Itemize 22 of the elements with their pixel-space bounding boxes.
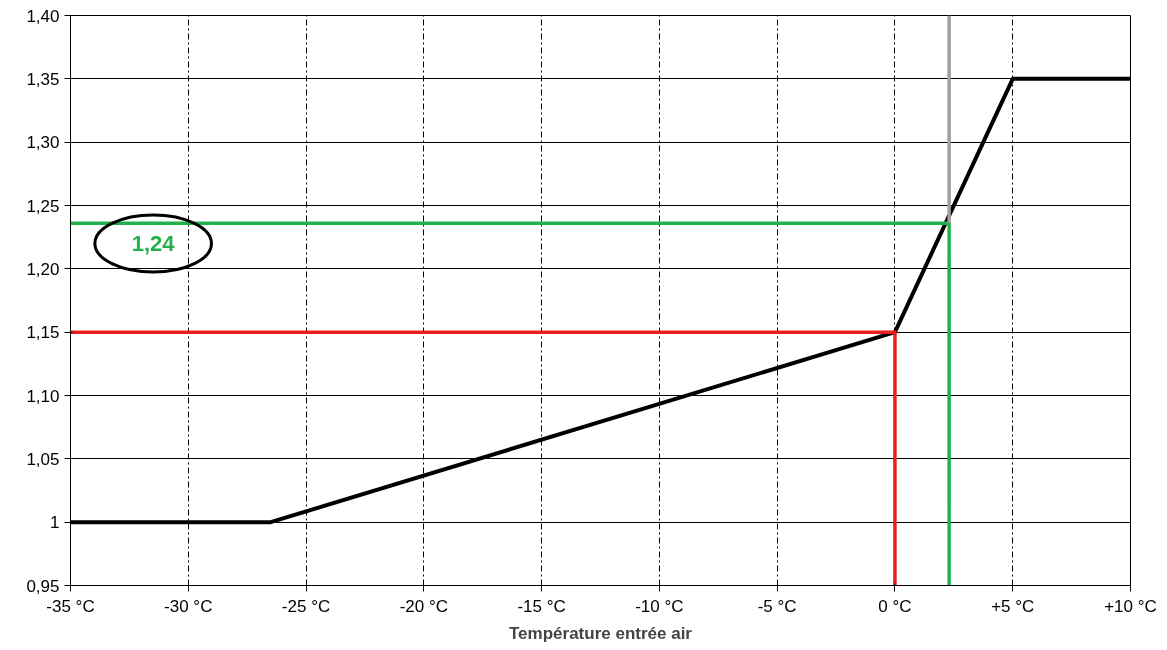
y-tick-label: 1,10: [26, 386, 60, 406]
y-tick-label: 1,30: [26, 133, 60, 153]
y-tick-label: 1,25: [26, 196, 60, 216]
annotation: 1,24: [131, 231, 176, 256]
x-tick-label: -15 °C: [517, 596, 566, 616]
x-tick-label: -30 °C: [164, 596, 213, 616]
x-tick-label: +10 °C: [1104, 596, 1157, 616]
y-tick-label: 1,20: [26, 259, 60, 279]
y-tick-label: 1,40: [26, 6, 60, 26]
y-tick-label: 1,35: [26, 69, 60, 89]
x-tick-label: -5 °C: [757, 596, 797, 616]
y-tick-label: 0,95: [26, 576, 60, 596]
x-tick-label: -20 °C: [399, 596, 449, 616]
y-tick-label: 1: [50, 513, 60, 533]
y-tick-label: 1,15: [26, 323, 60, 343]
y-tick-label: 1,05: [26, 449, 60, 469]
x-tick-label: -25 °C: [281, 596, 331, 616]
x-axis-title: Température entrée air: [509, 623, 693, 643]
x-tick-label: 0 °C: [878, 596, 912, 616]
x-tick-label: +5 °C: [991, 596, 1035, 616]
x-tick-label: -10 °C: [635, 596, 684, 616]
x-tick-label: -35 °C: [46, 596, 95, 616]
